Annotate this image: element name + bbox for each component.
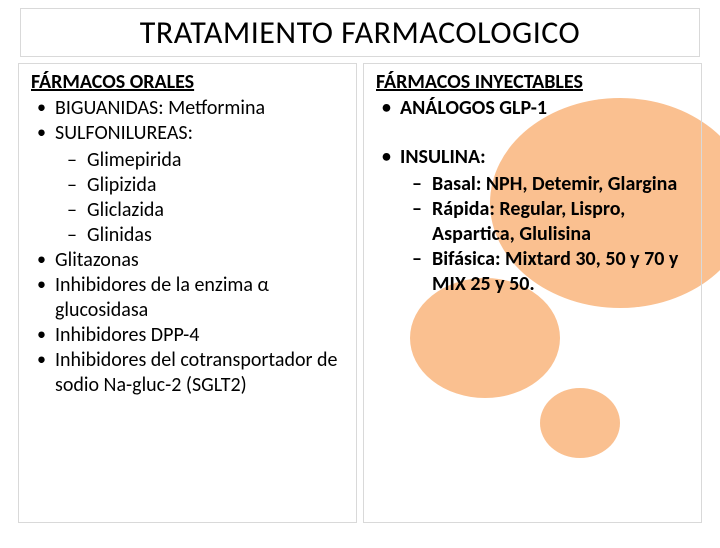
list-item: ANÁLOGOS GLP-1 — [378, 96, 695, 121]
list-item: SULFONILUREAS: GlimepiridaGlipizidaGlicla… — [33, 121, 350, 248]
right-heading: FÁRMACOS INYECTABLES — [370, 70, 695, 94]
left-heading: FÁRMACOS ORALES — [25, 70, 350, 94]
columns: FÁRMACOS ORALES BIGUANIDAS: MetforminaSU… — [18, 63, 702, 523]
sub-list-item: Basal: NPH, Detemir, Glargina — [410, 172, 695, 197]
right-column: FÁRMACOS INYECTABLES ANÁLOGOS GLP-1 INSU… — [363, 63, 702, 523]
sub-list: Basal: NPH, Detemir, GlarginaRápida: Reg… — [400, 172, 695, 297]
list-item-text: SULFONILUREAS: — [55, 121, 193, 145]
sub-list-item: Glimepirida — [65, 148, 350, 173]
list-item-text: Glitazonas — [55, 248, 139, 272]
list-item: Glitazonas — [33, 248, 350, 273]
sub-list-item: Glinidas — [65, 223, 350, 248]
left-list: BIGUANIDAS: MetforminaSULFONILUREAS: Glim… — [25, 96, 350, 398]
page-title: TRATAMIENTO FARMACOLOGICO — [31, 13, 689, 52]
right-list-1: ANÁLOGOS GLP-1 — [370, 96, 695, 121]
sub-list-item: Gliclazida — [65, 198, 350, 223]
list-item-text: BIGUANIDAS: Metformina — [55, 96, 265, 120]
right-list-2: INSULINA: Basal: NPH, Detemir, GlarginaRá… — [370, 145, 695, 297]
list-item-text: Inhibidores del cotransportador de sodio… — [55, 348, 337, 397]
list-item-text: Inhibidores DPP-4 — [55, 323, 199, 347]
list-item-text: INSULINA: — [400, 145, 486, 169]
left-column: FÁRMACOS ORALES BIGUANIDAS: MetforminaSU… — [18, 63, 357, 523]
list-item: Inhibidores del cotransportador de sodio… — [33, 348, 350, 398]
list-item-text: ANÁLOGOS GLP-1 — [400, 96, 547, 120]
sub-list-item: Glipizida — [65, 173, 350, 198]
title-box: TRATAMIENTO FARMACOLOGICO — [20, 8, 700, 57]
list-item-text: Inhibidores de la enzima α glucosidasa — [55, 273, 269, 322]
spacer — [370, 121, 695, 145]
sub-list-item: Bifásica: Mixtard 30, 50 y 70 y MIX 25 y… — [410, 247, 695, 297]
list-item: Inhibidores de la enzima α glucosidasa — [33, 273, 350, 323]
list-item: INSULINA: Basal: NPH, Detemir, GlarginaRá… — [378, 145, 695, 297]
sub-list: GlimepiridaGlipizidaGliclazidaGlinidas — [55, 148, 350, 248]
sub-list-item: Rápida: Regular, Lispro, Aspartica, Glul… — [410, 197, 695, 247]
list-item: BIGUANIDAS: Metformina — [33, 96, 350, 121]
list-item: Inhibidores DPP-4 — [33, 323, 350, 348]
